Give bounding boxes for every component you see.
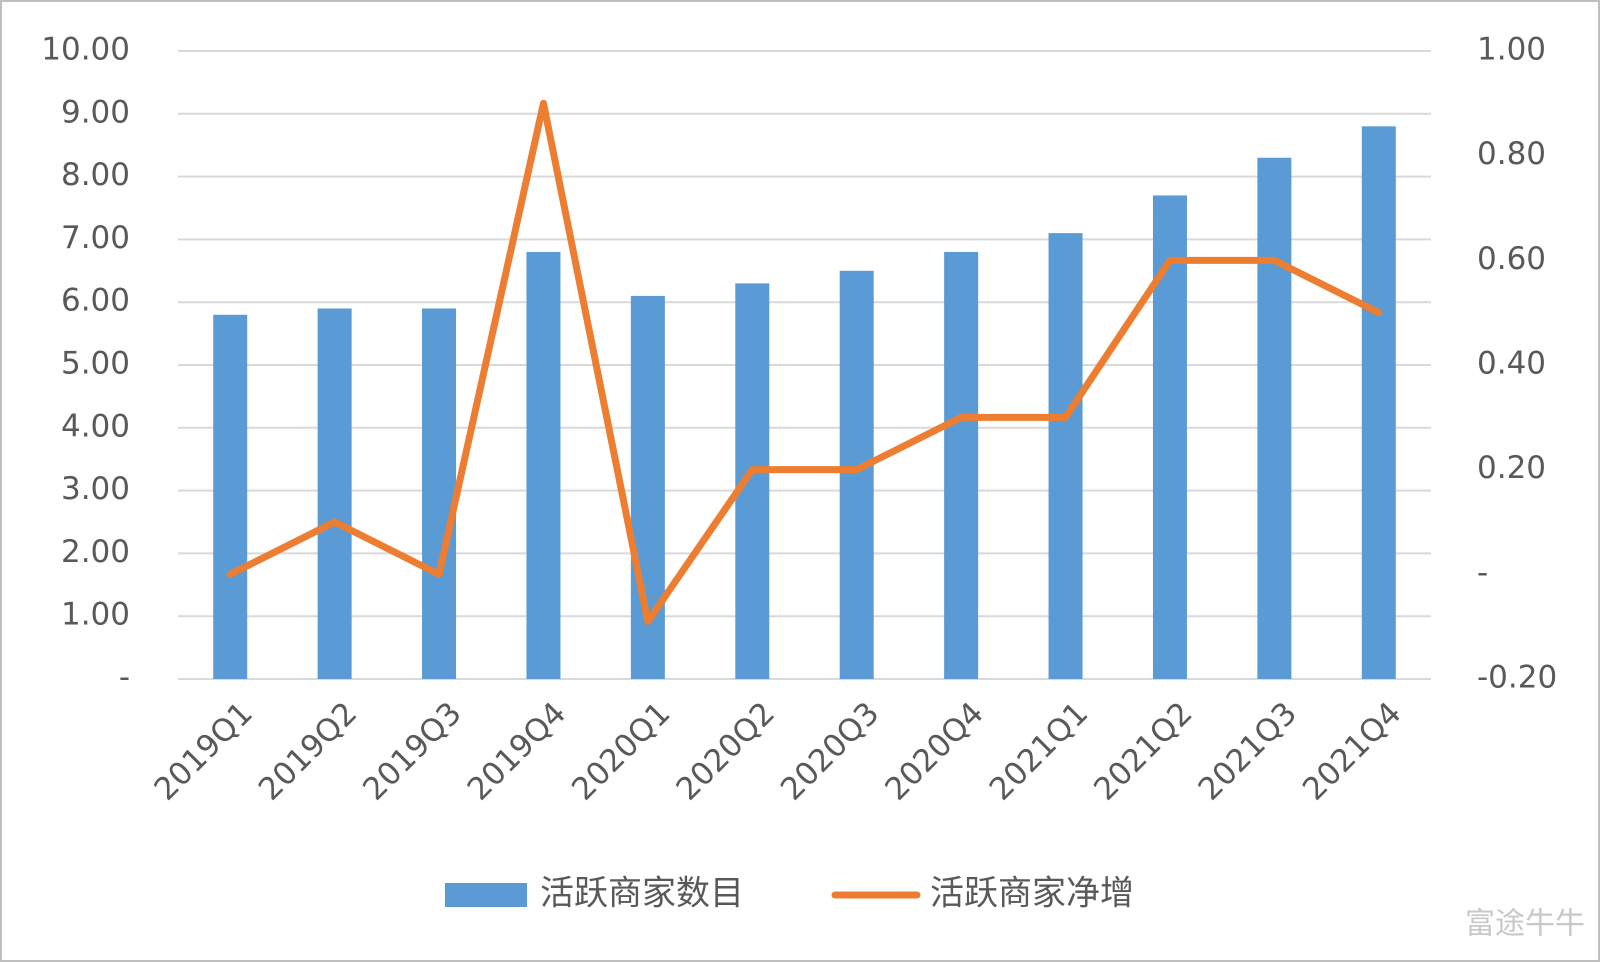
legend-label: 活跃商家数目	[540, 874, 744, 914]
bar	[1257, 157, 1292, 679]
legend-swatch	[445, 883, 527, 907]
y2-tick-label: -0.20	[1477, 660, 1557, 696]
bar	[317, 308, 352, 679]
y2-tick-label: 0.80	[1477, 136, 1546, 172]
bar	[839, 270, 874, 679]
y-tick-label: 8.00	[61, 157, 130, 193]
bar	[944, 251, 979, 679]
line	[226, 99, 1383, 625]
y-tick-label: -	[119, 660, 130, 696]
bar	[1152, 195, 1187, 679]
bar	[422, 308, 457, 679]
y-tick-label: 5.00	[61, 346, 130, 382]
y2-tick-label: 0.60	[1477, 241, 1546, 277]
y2-tick-label: 1.00	[1477, 32, 1546, 68]
y-tick-label: 2.00	[61, 534, 130, 570]
y-tick-label: 9.00	[61, 94, 130, 130]
watermark: 富途牛牛	[1465, 907, 1585, 942]
legend: 活跃商家数目 活跃商家净增	[445, 874, 1134, 914]
bar	[1361, 126, 1396, 680]
legend-label: 活跃商家净增	[930, 874, 1134, 914]
y2-tick-label: 0.20	[1477, 450, 1546, 486]
bar	[213, 314, 248, 679]
y-tick-label: 1.00	[61, 597, 130, 633]
bar	[526, 251, 561, 679]
y-tick-label: 10.00	[41, 32, 130, 68]
y-tick-label: 7.00	[61, 220, 130, 256]
y-tick-label: 6.00	[61, 283, 130, 319]
y-tick-label: 3.00	[61, 471, 130, 507]
y-tick-label: 4.00	[61, 408, 130, 444]
y2-tick-label: -	[1477, 555, 1488, 591]
y2-tick-label: 0.40	[1477, 346, 1546, 382]
bar	[1048, 233, 1083, 679]
